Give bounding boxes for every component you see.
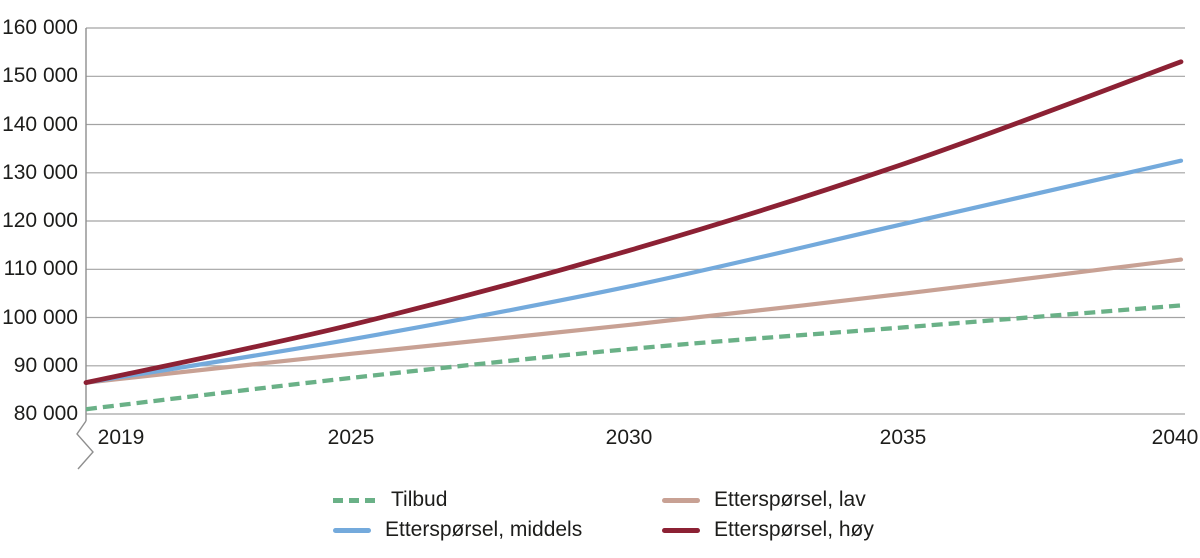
series-line-tilbud — [85, 303, 1182, 412]
x-tick-label: 2040 — [1151, 426, 1199, 449]
legend-item: Etterspørsel, høy — [662, 515, 874, 545]
x-tick-label: 2030 — [605, 426, 653, 449]
y-tick-label: 140 000 — [2, 113, 78, 136]
y-tick-label: 130 000 — [2, 161, 78, 184]
legend-item: Tilbud — [333, 485, 662, 515]
series-line-etterspørsel-høy — [83, 59, 1184, 385]
y-tick-label: 110 000 — [3, 257, 78, 280]
legend-label: Etterspørsel, høy — [714, 518, 874, 541]
y-tick-label: 120 000 — [2, 209, 78, 232]
legend-swatch-solid — [333, 527, 371, 533]
y-tick-label: 100 000 — [2, 306, 78, 329]
legend-label: Etterspørsel, middels — [385, 518, 583, 541]
y-tick-label: 80 000 — [13, 402, 78, 425]
y-tick-label: 90 000 — [13, 354, 78, 377]
legend-swatch-solid — [662, 497, 700, 503]
series-line-etterspørsel-lav — [83, 257, 1184, 385]
series-line-etterspørsel-middels — [83, 158, 1184, 385]
y-tick-label: 160 000 — [2, 16, 78, 39]
x-tick-label: 2035 — [879, 426, 927, 449]
legend-item: Etterspørsel, lav — [662, 485, 874, 515]
axis-break-icon — [76, 420, 94, 470]
legend-item: Etterspørsel, middels — [333, 515, 662, 545]
legend-swatch-dashed — [333, 497, 377, 503]
x-tick-label: 2019 — [97, 426, 145, 449]
x-tick-label: 2025 — [327, 426, 375, 449]
legend-label: Tilbud — [391, 488, 448, 511]
chart-legend: Tilbud Etterspørsel, lav Etterspørsel, mid… — [333, 485, 874, 545]
y-tick-label: 150 000 — [2, 64, 78, 87]
legend-swatch-solid — [662, 527, 700, 533]
legend-label: Etterspørsel, lav — [714, 488, 866, 511]
